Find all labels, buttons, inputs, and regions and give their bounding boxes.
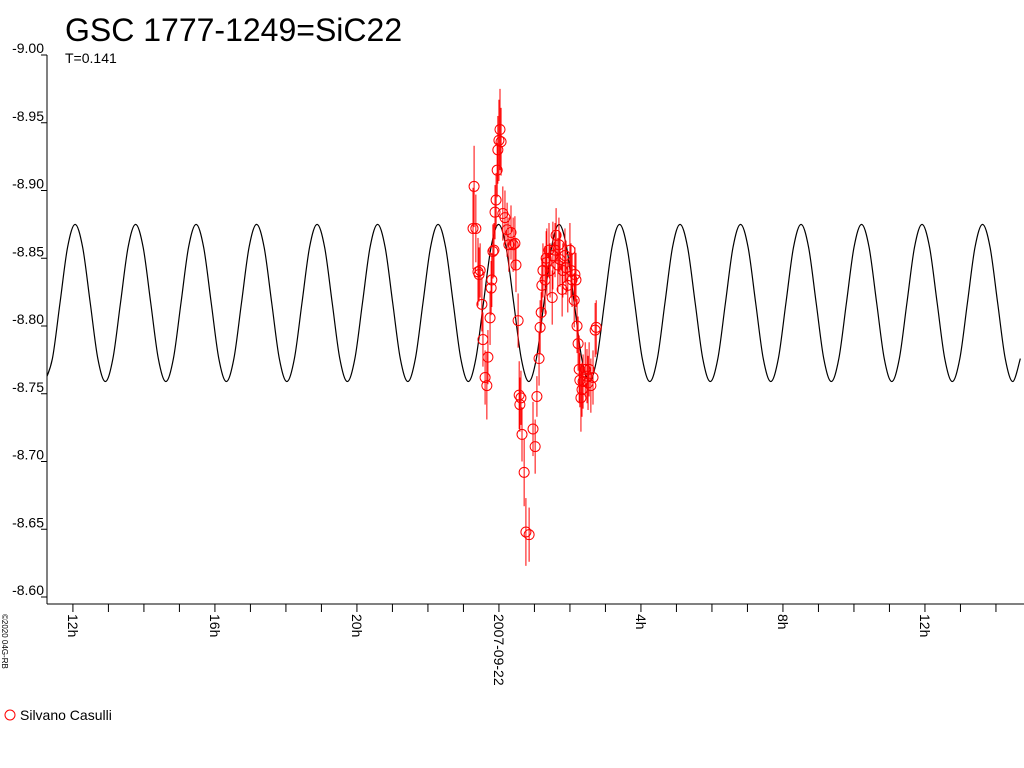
- data-point: [515, 392, 527, 404]
- data-point: [527, 423, 539, 435]
- legend-label: Silvano Casulli: [20, 707, 112, 723]
- y-tick-label: -8.75: [12, 379, 44, 395]
- y-tick-label: -8.80: [12, 311, 44, 327]
- y-tick-label: -8.85: [12, 243, 44, 259]
- data-point: [481, 380, 493, 392]
- data-point: [476, 298, 488, 310]
- data-point: [518, 466, 530, 478]
- data-point: [557, 264, 569, 276]
- data-point: [529, 441, 541, 453]
- x-tick-label: 12h: [65, 614, 81, 637]
- data-point: [510, 259, 522, 271]
- data-point: [549, 244, 561, 256]
- data-point: [539, 274, 551, 286]
- data-point: [499, 212, 511, 224]
- data-point: [570, 274, 582, 286]
- data-point: [484, 312, 496, 324]
- data-point: [566, 274, 578, 286]
- data-point: [581, 370, 593, 382]
- data-point: [494, 124, 506, 136]
- data-point: [579, 363, 591, 375]
- credit: ©2020 04G-RB: [0, 614, 9, 669]
- x-tick-label: 8h: [775, 614, 791, 630]
- data-point: [488, 244, 500, 256]
- data-point: [493, 134, 505, 146]
- data-point: [485, 282, 497, 294]
- data-point: [576, 384, 588, 396]
- data-point: [477, 334, 489, 346]
- data-point: [486, 274, 498, 286]
- data-point: [523, 529, 535, 541]
- data-point: [568, 294, 580, 306]
- data-point: [474, 264, 486, 276]
- data-point: [535, 306, 547, 318]
- data-point: [587, 371, 599, 383]
- x-tick-label: 2007-09-22: [491, 614, 507, 686]
- data-point: [585, 380, 597, 392]
- x-tick-label: 20h: [349, 614, 365, 637]
- data-point: [572, 338, 584, 350]
- data-point: [489, 206, 501, 218]
- data-point: [540, 252, 552, 264]
- data-point: [531, 390, 543, 402]
- model-curve: [47, 223, 1021, 383]
- data-point: [590, 321, 602, 333]
- data-point: [470, 222, 482, 234]
- data-point: [541, 256, 553, 268]
- chart-subtitle: T=0.141: [65, 50, 117, 66]
- y-tick-label: -8.95: [12, 108, 44, 124]
- data-point: [516, 428, 528, 440]
- data-point: [546, 292, 558, 304]
- data-point: [569, 269, 581, 281]
- data-point: [534, 321, 546, 333]
- data-point: [571, 320, 583, 332]
- data-point: [468, 180, 480, 192]
- data-point: [556, 283, 568, 295]
- legend-marker: [4, 709, 16, 721]
- data-point: [543, 244, 555, 256]
- data-point: [503, 239, 515, 251]
- data-point: [509, 237, 521, 249]
- y-tick-label: -8.90: [12, 176, 44, 192]
- data-point: [507, 239, 519, 251]
- plot-area: [47, 88, 1021, 566]
- data-point: [473, 269, 485, 281]
- data-point: [495, 136, 507, 148]
- data-point: [491, 164, 503, 176]
- y-tick-label: -9.00: [12, 40, 44, 56]
- chart-title: GSC 1777-1249=SiC22: [65, 12, 402, 48]
- data-point: [544, 264, 556, 276]
- data-point: [467, 222, 479, 234]
- data-point: [505, 227, 517, 239]
- x-tick-label: 4h: [633, 614, 649, 630]
- data-point: [514, 399, 526, 411]
- data-point: [520, 526, 532, 538]
- y-tick-label: -8.60: [12, 582, 44, 598]
- data-point: [512, 315, 524, 327]
- y-tick-label: -8.65: [12, 514, 44, 530]
- data-point: [490, 194, 502, 206]
- data-point: [479, 371, 491, 383]
- data-point: [564, 244, 576, 256]
- data-point: [553, 239, 565, 251]
- data-point: [487, 245, 499, 257]
- data-point: [482, 351, 494, 363]
- data-point: [536, 279, 548, 291]
- data-point: [533, 353, 545, 365]
- y-tick-label: -8.70: [12, 447, 44, 463]
- x-tick-label: 16h: [207, 614, 223, 637]
- data-point: [575, 392, 587, 404]
- x-tick-label: 12h: [917, 614, 933, 637]
